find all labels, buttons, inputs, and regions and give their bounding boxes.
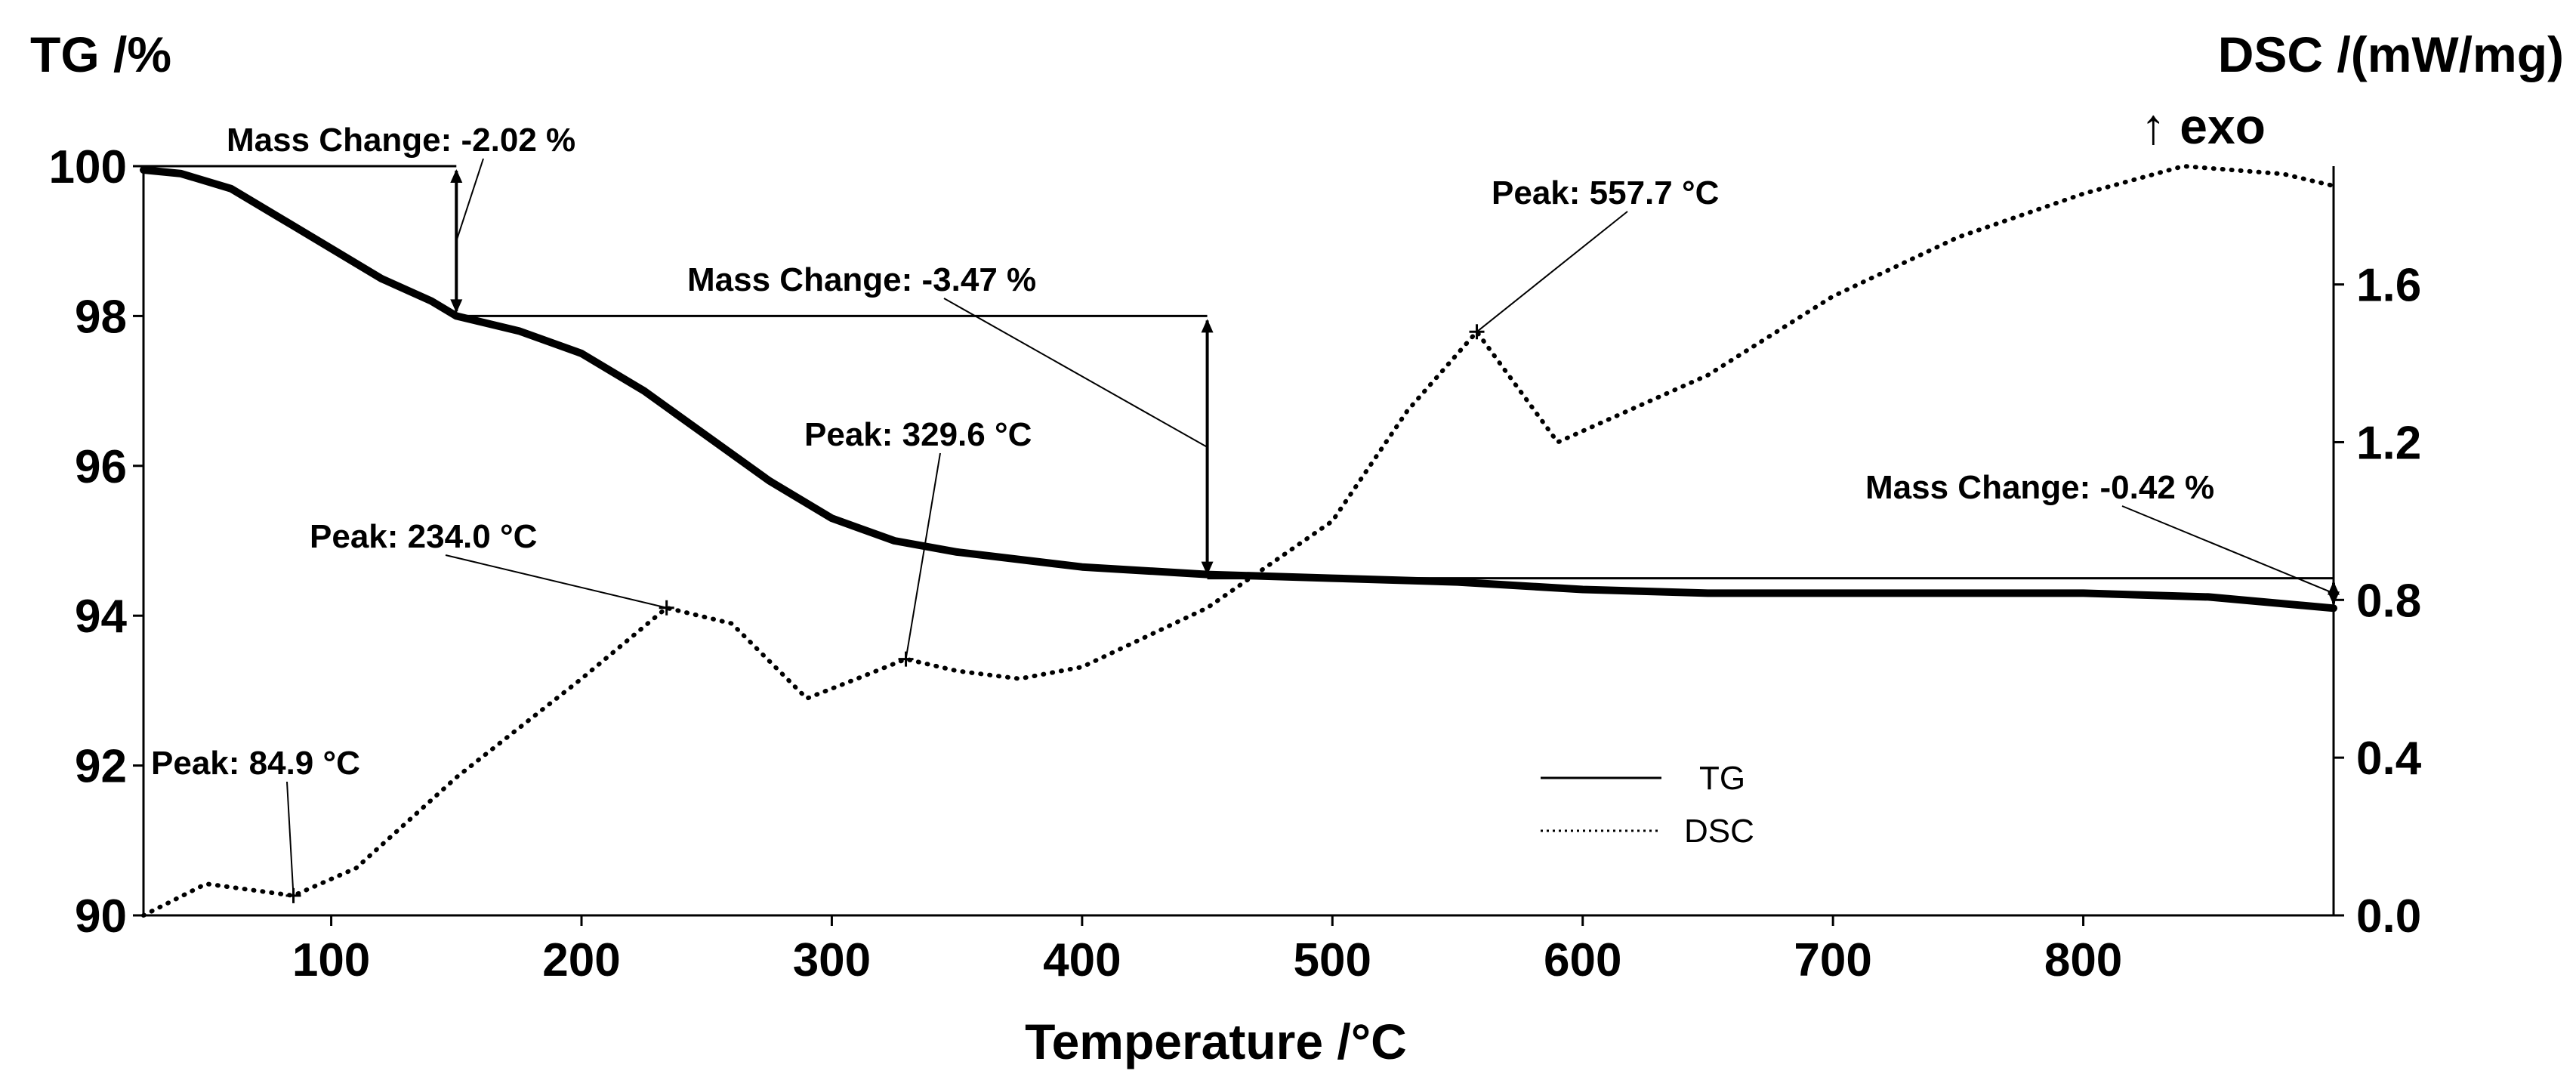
peak-leader [445,554,667,609]
x-tick-label: 700 [1794,934,1871,986]
peak-label: Peak: 234.0 °C [310,518,537,555]
x-tick-label: 200 [542,934,620,986]
mass-change-arrowhead-down [450,299,463,313]
peak-label: Peak: 84.9 °C [151,745,360,782]
series-group [140,164,2337,918]
peak-leader [905,452,941,659]
legend-group: TG DSC [1541,760,1754,850]
annotations-group: Mass Change: -2.02 % Mass Change: -3.47 %… [143,122,2340,903]
peak-leader [286,781,295,896]
x-tick-label: 400 [1043,934,1121,986]
x-tick-label: 300 [793,934,871,986]
y-left-tick-label: 90 [75,890,127,943]
x-tick-label: 500 [1294,934,1371,986]
y-left-axis-title: TG /% [30,26,171,82]
y-left-tick-label: 94 [75,591,127,643]
x-tick-label: 800 [2044,934,2122,986]
mass-change-arrowhead-up [1201,319,1214,333]
peak-leader [1476,211,1628,333]
y-left-tick-label: 92 [75,741,127,793]
mass-change-label: Mass Change: -0.42 % [1865,469,2214,506]
x-tick-label: 100 [292,934,370,986]
mass-change-label: Mass Change: -2.02 % [227,122,575,159]
y-right-tick-label: 0.4 [2356,733,2422,785]
peak-label: Peak: 557.7 °C [1492,174,1719,211]
y-right-tick-label: 1.2 [2356,417,2421,469]
y-right-axis-title: DSC /(mW/mg) [2218,26,2564,82]
mass-change-arrowhead-down [1201,561,1214,576]
x-axis-title: Temperature /°C [1025,1014,1407,1069]
x-tick-label: 600 [1544,934,1621,986]
mass-change-arrowhead-up [450,169,463,183]
y-right-tick-label: 0.8 [2356,575,2421,627]
mass-change-label: Mass Change: -3.47 % [687,261,1036,298]
axes-group: 100 200 300 400 500 600 700 800 90 92 94 96 98 100 0.0… [49,141,2422,986]
mass-change-leader [455,158,484,242]
y-left-tick-label: 98 [75,291,127,343]
mass-change-arrowhead-down [2328,591,2340,606]
series-line-tg [140,166,2337,613]
exo-direction-label: ↑ exo [2141,98,2266,154]
series-line-dsc [141,164,2336,918]
legend-label-dsc: DSC [1684,813,1754,850]
y-right-tick-label: 1.6 [2356,260,2421,312]
legend-label-tg: TG [1699,760,1745,797]
mass-change-leader [943,298,1208,448]
peak-label: Peak: 329.6 °C [804,416,1032,453]
y-left-tick-label: 100 [49,141,127,193]
y-right-tick-label: 0.0 [2356,890,2421,943]
mass-change-leader [2121,505,2334,594]
y-left-tick-label: 96 [75,441,127,493]
